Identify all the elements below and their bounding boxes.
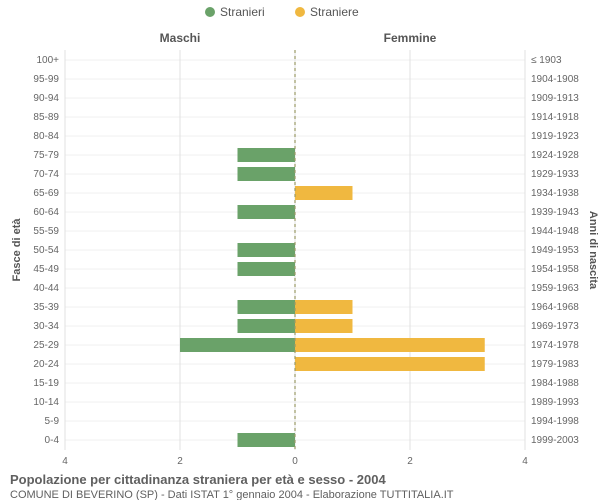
bar-female [295,300,353,314]
age-label: 85-89 [33,112,59,123]
bar-female [295,357,485,371]
age-label: 65-69 [33,188,59,199]
birth-label: 1919-1923 [531,131,579,142]
x-tick: 4 [522,456,528,467]
age-label: 45-49 [33,264,59,275]
birth-label: 1994-1998 [531,416,579,427]
age-label: 90-94 [33,93,59,104]
bar-male [238,319,296,333]
bar-male [238,205,296,219]
legend-female-label: Straniere [310,5,359,19]
legend-male-label: Stranieri [220,5,265,19]
population-pyramid-chart: Stranieri Straniere Maschi Femmine 4 2 0 2 4 100+… [0,0,600,500]
age-label: 75-79 [33,150,59,161]
birth-label: 1924-1928 [531,150,579,161]
bar-male [238,148,296,162]
age-label: 70-74 [33,169,59,180]
birth-label: 1959-1963 [531,283,579,294]
bar-male [238,167,296,181]
x-tick: 4 [62,456,68,467]
birth-label: 1909-1913 [531,93,579,104]
age-label: 0-4 [45,435,60,446]
birth-label: 1949-1953 [531,245,579,256]
birth-label: 1999-2003 [531,435,579,446]
birth-label: 1984-1988 [531,378,579,389]
caption-sub: COMUNE DI BEVERINO (SP) - Dati ISTAT 1° … [10,489,454,500]
age-label: 50-54 [33,245,59,256]
birth-label: 1904-1908 [531,74,579,85]
birth-label: 1914-1918 [531,112,579,123]
birth-label: 1939-1943 [531,207,579,218]
birth-label: 1979-1983 [531,359,579,370]
legend-female-swatch [295,7,305,17]
age-label: 60-64 [33,207,59,218]
age-label: 35-39 [33,302,59,313]
bar-male [238,300,296,314]
age-label: 20-24 [33,359,59,370]
header-male: Maschi [160,31,201,45]
legend-male-swatch [205,7,215,17]
age-label: 80-84 [33,131,59,142]
age-label: 95-99 [33,74,59,85]
bar-female [295,319,353,333]
birth-label: 1969-1973 [531,321,579,332]
x-tick: 2 [407,456,413,467]
birth-label: 1989-1993 [531,397,579,408]
x-tick: 0 [292,456,298,467]
birth-label: 1934-1938 [531,188,579,199]
bar-male [238,433,296,447]
header-female: Femmine [384,31,437,45]
bar-male [238,262,296,276]
birth-label: ≤ 1903 [531,55,562,66]
bar-female [295,186,353,200]
birth-label: 1954-1958 [531,264,579,275]
caption-main: Popolazione per cittadinanza straniera p… [10,472,386,487]
age-label: 5-9 [45,416,60,427]
birth-label: 1974-1978 [531,340,579,351]
bar-female [295,338,485,352]
birth-label: 1929-1933 [531,169,579,180]
age-label: 100+ [36,55,59,66]
birth-label: 1944-1948 [531,226,579,237]
age-label: 10-14 [33,397,59,408]
bar-male [180,338,295,352]
x-tick: 2 [177,456,183,467]
age-label: 30-34 [33,321,59,332]
age-label: 25-29 [33,340,59,351]
bar-male [238,243,296,257]
age-label: 55-59 [33,226,59,237]
left-axis-title: Fasce di età [11,218,23,282]
age-label: 15-19 [33,378,59,389]
age-label: 40-44 [33,283,59,294]
right-axis-title: Anni di nascita [587,211,599,290]
birth-label: 1964-1968 [531,302,579,313]
